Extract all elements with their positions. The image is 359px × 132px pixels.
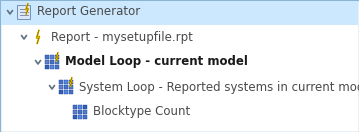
Bar [45, 60, 49, 64]
Text: System Loop - Reported systems in current model: System Loop - Reported systems in curren… [79, 81, 359, 93]
Bar [78, 110, 82, 114]
Bar [17, 5, 30, 19]
Bar [73, 105, 77, 109]
Text: Blocktype Count: Blocktype Count [93, 105, 190, 119]
Bar [83, 110, 87, 114]
Polygon shape [56, 53, 58, 62]
Bar [78, 105, 82, 109]
Bar [83, 105, 87, 109]
Bar [55, 60, 59, 64]
Bar [55, 65, 59, 69]
Bar [50, 55, 54, 59]
Text: Report - mysetupfile.rpt: Report - mysetupfile.rpt [51, 30, 193, 44]
Bar [55, 55, 59, 59]
Bar [83, 115, 87, 119]
Bar [69, 85, 73, 89]
Bar [59, 85, 63, 89]
Text: Report Generator: Report Generator [37, 6, 140, 18]
Bar [69, 80, 73, 84]
Bar [45, 55, 49, 59]
Bar [1, 1, 358, 25]
Bar [64, 90, 68, 94]
Bar [59, 80, 63, 84]
Bar [64, 80, 68, 84]
Text: Model Loop - current model: Model Loop - current model [65, 55, 248, 69]
Bar [78, 115, 82, 119]
Bar [59, 90, 63, 94]
Bar [50, 65, 54, 69]
Polygon shape [70, 77, 72, 86]
Polygon shape [36, 30, 40, 44]
Bar [45, 65, 49, 69]
Bar [73, 115, 77, 119]
Bar [69, 90, 73, 94]
Bar [64, 85, 68, 89]
Bar [50, 60, 54, 64]
Bar [73, 110, 77, 114]
Polygon shape [25, 4, 28, 15]
